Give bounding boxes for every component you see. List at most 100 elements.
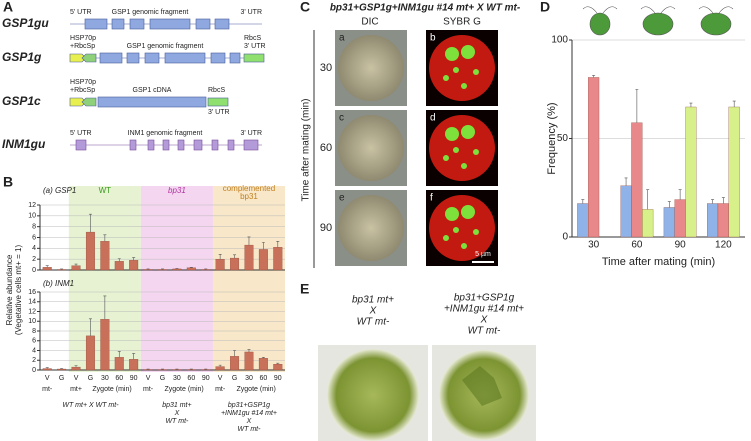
chloroplast-dot — [461, 205, 475, 219]
region-label: GSP1 cDNA — [133, 87, 172, 94]
y-tick-label: 10 — [28, 213, 36, 220]
error-bar — [721, 197, 725, 204]
flagella — [698, 6, 734, 14]
chart-subtitle: (b) INM1 — [43, 279, 74, 288]
axis-label: Relative abundance — [5, 254, 14, 325]
cell-icon — [700, 12, 732, 36]
chloroplast-dot — [445, 207, 459, 221]
bar — [71, 265, 81, 271]
y-tick-label: 10 — [28, 318, 36, 325]
x-tick-label: 30 — [245, 375, 253, 382]
bar — [129, 359, 139, 371]
error-bar — [175, 268, 179, 269]
panel-label: D — [540, 0, 550, 15]
caption-line: WT mt- — [238, 426, 262, 433]
bar — [100, 241, 110, 271]
y-tick-label: 100 — [551, 35, 568, 46]
error-bar — [189, 266, 193, 268]
caption-line: X — [369, 306, 377, 317]
y-tick-label: 6 — [32, 234, 36, 241]
error-bar — [204, 268, 208, 270]
bar — [215, 366, 225, 371]
bar — [273, 247, 283, 271]
micrographs — [335, 30, 498, 266]
chloroplast-dot — [461, 243, 467, 249]
chloroplast-dot — [473, 229, 479, 235]
caption-line: bp31+GSP1g — [228, 402, 270, 409]
bar — [707, 203, 719, 238]
bar — [129, 260, 139, 271]
chloroplast-dot — [453, 147, 459, 153]
cell-icon — [589, 12, 611, 36]
x-group-label: Zygote (min) — [237, 386, 276, 393]
caption-line: X — [174, 410, 180, 417]
x-group-label: mt- — [143, 386, 154, 393]
bar — [57, 269, 67, 271]
error-bar — [624, 177, 628, 186]
error-bar — [592, 75, 596, 78]
error-bar — [74, 365, 78, 368]
cell — [429, 35, 495, 101]
chloroplast-dot — [461, 83, 467, 89]
error-bar — [218, 253, 222, 260]
row-label: 90 — [320, 222, 332, 234]
error-bar — [689, 102, 693, 107]
caption-line: bp31 — [240, 192, 258, 201]
bar — [85, 335, 95, 371]
y-tick-label: 0 — [562, 232, 568, 243]
y-axis-title: Frequency (%) — [546, 102, 558, 174]
region-label: GSP1 genomic fragment — [112, 9, 189, 16]
error-bar — [635, 88, 639, 123]
column-header: DIC — [361, 17, 378, 28]
construct-name: GSP1gu — [2, 16, 49, 30]
error-bar — [218, 364, 222, 367]
bar — [114, 261, 124, 271]
row-label: 30 — [320, 62, 332, 74]
gene-diagrams — [69, 18, 265, 151]
cell — [338, 115, 404, 181]
cell — [338, 35, 404, 101]
bar — [642, 209, 654, 238]
region-label: 3' UTR — [244, 43, 266, 50]
bar — [577, 203, 589, 238]
panel-label: E — [300, 281, 309, 297]
error-bar — [132, 353, 136, 360]
x-group-label: Zygote (min) — [164, 386, 203, 393]
x-group-label: mt- — [215, 386, 226, 393]
construct-name: INM1gu — [2, 137, 46, 151]
region — [140, 186, 213, 372]
region-label: INM1 genomic fragment — [128, 130, 203, 137]
bar — [201, 269, 211, 271]
bar — [230, 257, 240, 271]
error-bar — [132, 257, 136, 261]
error-bar — [146, 268, 150, 270]
error-bar — [60, 268, 64, 270]
error-bar — [233, 254, 237, 259]
x-axis-title: Time after mating (min) — [602, 256, 715, 268]
caption-line: WT mt+ X WT mt- — [62, 402, 119, 409]
x-tick-label: G — [160, 375, 165, 382]
image-letter: d — [430, 113, 436, 124]
construct-name: GSP1g — [2, 50, 42, 64]
x-tick-label: G — [88, 375, 93, 382]
error-bar — [161, 268, 164, 270]
region-label: 5' UTR — [70, 130, 92, 137]
bar — [685, 106, 697, 238]
chloroplast-dot — [461, 163, 467, 169]
x-tick-label: 30 — [173, 375, 181, 382]
x-tick-label: 90 — [675, 240, 687, 251]
region-label: 3' UTR — [240, 9, 262, 16]
bar — [100, 319, 110, 371]
bar — [244, 351, 254, 371]
scale-label: 5 µm — [475, 251, 491, 258]
axis-label: (Vegetative cells mt+ = 1) — [14, 245, 23, 336]
y-tick-label: 2 — [32, 256, 36, 263]
region-label: RbcS — [208, 87, 225, 94]
bar — [172, 268, 182, 271]
region-label: 3' UTR — [208, 109, 230, 116]
y-tick-label: 8 — [32, 224, 36, 231]
chloroplast-dot — [473, 149, 479, 155]
cell-clump — [462, 366, 502, 406]
x-tick-label: 30 — [588, 240, 600, 251]
cell — [429, 115, 495, 181]
